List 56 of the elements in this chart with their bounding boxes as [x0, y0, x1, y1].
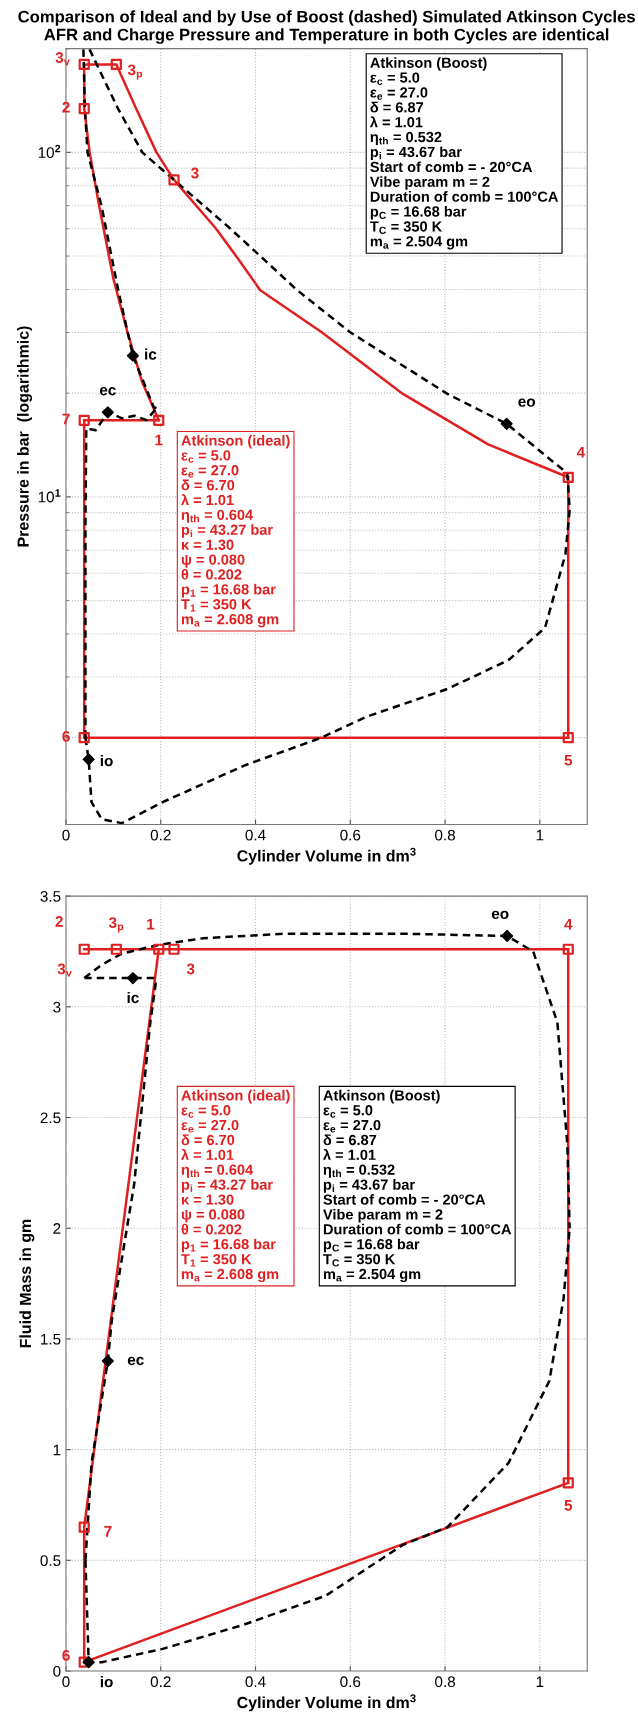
x-tick-label: 0.4: [245, 1676, 266, 1688]
y-tick-label: 2: [53, 1223, 61, 1234]
x-tick-label: 0.2: [150, 1676, 171, 1688]
x-tick-label: 0.4: [245, 829, 266, 841]
annotation: 4: [576, 446, 586, 458]
annotation: io: [100, 1676, 113, 1688]
text: Atkinson (Boost) ε$_{c}$ = 5.0 ε$_{e}$ = 27.0 δ = 6.87 λ = 1.01 η$_{th}$ = 0.532 p$_{i}$ = 43.67 bar Start of comb = - 20°CA Vibe param m = 2 Duration of comb = 100°CA p$_{C}$ = 16.68 bar T$_{C}$ = 350 K m$_{a}$ = 2.504 gm: [369, 57, 559, 250]
x-tick-label: 0.6: [340, 829, 361, 841]
annotation: 2: [62, 101, 70, 113]
x-tick-label: 0.8: [435, 1676, 456, 1688]
annotation: 3: [186, 963, 195, 975]
annotation: 3$_{p}$: [127, 64, 143, 80]
y-tick-label: 3: [53, 1001, 61, 1013]
annotation: io: [100, 755, 113, 767]
x-tick-label: 0: [62, 1676, 70, 1688]
x-tick-label: 1: [536, 829, 544, 841]
x-tick-label: 0.6: [340, 1676, 361, 1688]
annotation: 7: [104, 1526, 112, 1537]
y-tick-label: 1: [53, 1444, 61, 1456]
y-tick-label: 10$^{1}$: [38, 489, 61, 503]
y-axis-title: Pressure in bar (logarithmic): [17, 326, 33, 547]
annotation: eo: [491, 910, 509, 920]
annotation: 5: [564, 754, 573, 766]
y-tick-label: 3.5: [40, 890, 61, 902]
annotation: ec: [99, 387, 116, 396]
text: Atkinson (Boost) ε$_{c}$ = 5.0 ε$_{e}$ = 27.0 δ = 6.87 λ = 1.01 η$_{th}$ = 0.532 p$_{i}$ = 43.67 bar Start of comb = - 20°CA Vibe param m = 2 Duration of comb = 100°CA p$_{C}$ = 16.68 bar T$_{C}$ = 350 K m$_{a}$ = 2.504 gm: [323, 1089, 512, 1283]
text: Atkinson (ideal) ε$_{c}$ = 5.0 ε$_{e}$ = 27.0 δ = 6.70 λ = 1.01 η$_{th}$ = 0.604 p$_{i}$ = 43.27 bar κ = 1.30 ψ = 0.080 θ = 0.202 p$_{1}$ = 16.68 bar T$_{1}$ = 350 K m$_{a}$ = 2.608 gm: [181, 1089, 290, 1283]
y-tick-label: 0: [53, 1665, 61, 1677]
x-tick-label: 0: [62, 829, 70, 841]
annotation: 3$_{v}$: [57, 963, 72, 977]
x-tick-label: 0.2: [150, 829, 171, 841]
annotation: eo: [518, 398, 535, 407]
annotation: ic: [145, 348, 157, 360]
y-axis-title: Fluid Mass in gm: [19, 1219, 35, 1348]
annotation: 1: [155, 434, 163, 446]
annotation: 3$_{v}$: [55, 52, 70, 66]
annotation: 4: [564, 918, 573, 930]
annotation: 7: [62, 413, 70, 425]
annotation: ic: [127, 991, 139, 1004]
annotation: 6: [62, 1649, 70, 1661]
chart-title: Comparison of Ideal and by Use of Boost (dashed) Simulated Atkinson Cycles AFR and Charge Pressure and Temperature in both Cycles are identical: [18, 10, 635, 44]
annotation: 5: [564, 1500, 573, 1511]
annotation: ec: [127, 1356, 144, 1366]
x-axis-title: Cylinder Volume in dm$^{3}$: [237, 1694, 416, 1712]
x-tick-label: 1: [536, 1676, 544, 1687]
x-tick-label: 0.8: [435, 829, 456, 841]
annotation: 1: [147, 918, 155, 930]
y-tick-label: 1.5: [41, 1333, 61, 1345]
text: Atkinson (ideal) ε$_{c}$ = 5.0 ε$_{e}$ = 27.0 δ = 6.70 λ = 1.01 η$_{th}$ = 0.604 p$_{i}$ = 43.27 bar κ = 1.30 ψ = 0.080 θ = 0.202 p$_{1}$ = 16.68 bar T$_{1}$ = 350 K m$_{a}$ = 2.608 gm: [181, 434, 290, 628]
annotation: 6: [62, 730, 70, 742]
y-tick-label: 10$^{2}$: [38, 144, 61, 159]
annotation: 3$_{p}$: [108, 917, 124, 933]
y-tick-label: 0.5: [40, 1555, 61, 1567]
y-tick-label: 2.5: [40, 1112, 61, 1124]
x-axis-title: Cylinder Volume in dm$^{3}$: [237, 847, 416, 865]
annotation: 3: [191, 167, 199, 179]
